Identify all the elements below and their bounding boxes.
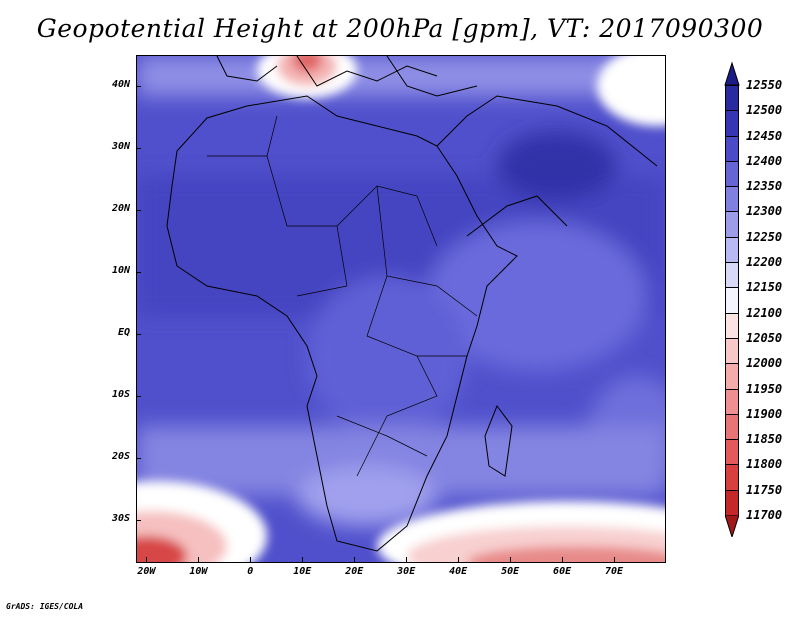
colorbar-level-label: 11850 (746, 432, 783, 447)
colorbar-cell (725, 287, 739, 314)
lat-label: 10S (111, 388, 130, 400)
colorbar-min-arrow (725, 515, 739, 537)
colorbar-cell (725, 413, 739, 441)
lat-label: 30N (111, 140, 130, 152)
lat-label: 30S (111, 512, 130, 524)
lat-label: EQ (117, 326, 130, 338)
lon-label: 20E (345, 566, 364, 577)
colorbar-cell (725, 363, 739, 390)
colorbar-cell (725, 160, 739, 188)
lat-tick (136, 209, 141, 211)
colorbar-max-arrow (724, 61, 740, 86)
colorbar-cell (725, 110, 739, 137)
colorbar-cell (725, 312, 739, 339)
colorbar-level-label: 12550 (746, 78, 783, 92)
lon-tick (250, 557, 252, 562)
colorbar-level-label: 12200 (746, 255, 783, 270)
lon-tick (510, 557, 512, 562)
black-sea (386, 56, 478, 97)
colorbar-level-label: 12500 (746, 103, 783, 118)
lon-label: 0 (247, 566, 254, 577)
grads-credit: GrADS: IGES/COLA (6, 602, 84, 611)
colorbar-level-label: 12450 (746, 128, 783, 143)
lat-label: 20N (111, 202, 130, 214)
lon-label: 10W (189, 566, 208, 577)
colorbar-level-label: 12300 (746, 204, 783, 219)
colorbar-level-label: 11900 (746, 406, 783, 421)
colorbar-level-label: 11750 (746, 482, 783, 497)
lat-tick (136, 333, 141, 335)
colorbar-cell (725, 262, 739, 289)
lon-tick (562, 557, 564, 562)
lat-label: 20S (111, 450, 130, 462)
lon-tick (198, 557, 200, 562)
colorbar-cell (725, 135, 739, 162)
lon-tick (354, 557, 356, 562)
colorbar-cell (725, 388, 739, 415)
lat-tick (136, 395, 141, 397)
coastlines (166, 56, 658, 552)
colorbar-cell (725, 85, 739, 112)
colorbar-cell (725, 186, 739, 213)
colorbar-cell (725, 236, 739, 264)
colorbar-level-label: 12000 (746, 356, 783, 371)
colorbar-cell (725, 464, 739, 491)
colorbar-level-label: 12250 (746, 229, 783, 244)
colorbar-cell (725, 337, 739, 365)
map-panel (136, 55, 666, 563)
lat-tick (136, 271, 141, 273)
colorbar-level-label: 11950 (746, 381, 783, 396)
madagascar (484, 404, 513, 477)
arabian-peninsula (466, 195, 568, 237)
colorbar-level-label: 12100 (746, 305, 783, 320)
lon-label: 10E (293, 566, 312, 577)
lon-label: 50E (501, 566, 520, 577)
lon-label: 60E (553, 566, 572, 577)
colorbar-level-label: 12050 (746, 330, 783, 345)
colorbar-cell (725, 211, 739, 238)
colorbar-level-label: 12350 (746, 179, 783, 194)
colorbar-level-label: 11800 (746, 457, 783, 472)
geopotential-field (137, 56, 665, 562)
europe-coast (216, 56, 438, 87)
borders (207, 115, 478, 477)
colorbar-level-label: 12400 (746, 153, 783, 168)
lat-tick (136, 147, 141, 149)
middle-east-coast (436, 95, 658, 167)
lat-label: 10N (111, 264, 130, 276)
colorbar-cell (725, 489, 739, 516)
lon-tick (302, 557, 304, 562)
lon-label: 40E (449, 566, 468, 577)
plot-title: Geopotential Height at 200hPa [gpm], VT:… (36, 14, 764, 43)
lat-tick (136, 457, 141, 459)
lon-label: 70E (605, 566, 624, 577)
africa-outline (166, 95, 518, 552)
lat-tick (136, 519, 141, 521)
lon-tick (146, 557, 148, 562)
colorbar-cell (725, 439, 739, 466)
colorbar (724, 61, 740, 537)
lon-label: 30E (397, 566, 416, 577)
lon-label: 20W (137, 566, 156, 577)
colorbar-level-label: 12150 (746, 280, 783, 295)
lat-tick (136, 85, 141, 87)
lon-tick (458, 557, 460, 562)
lat-label: 40N (111, 78, 130, 90)
lon-tick (614, 557, 616, 562)
colorbar-level-label: 11700 (746, 508, 783, 522)
lon-tick (406, 557, 408, 562)
